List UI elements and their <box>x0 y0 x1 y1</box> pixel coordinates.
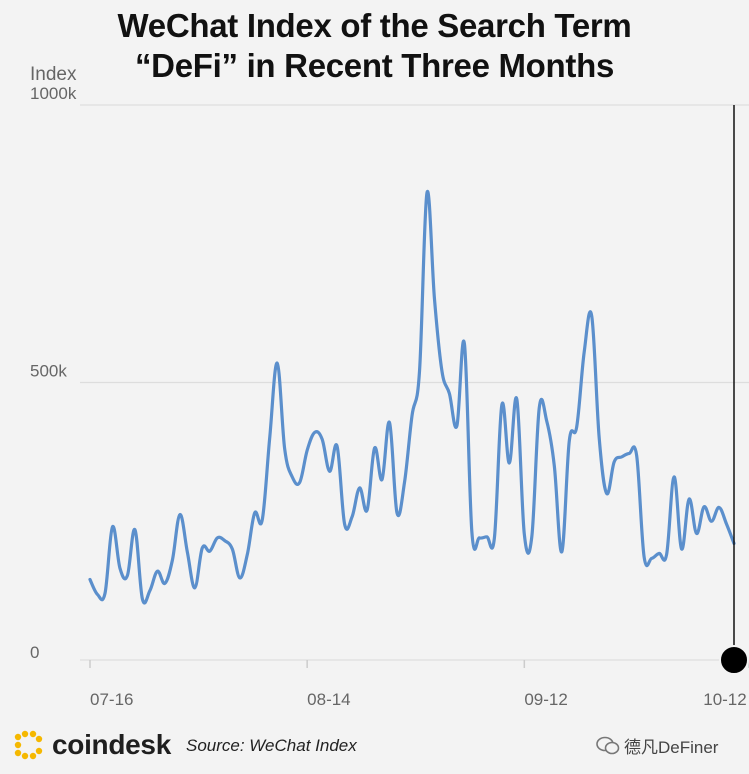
x-axis-ticks: 07-16 08-14 09-12 10-12 <box>89 660 749 709</box>
coindesk-dots-icon <box>14 730 43 760</box>
chart-title: WeChat Index of the Search Term “DeFi” i… <box>0 6 749 86</box>
x-tick-label: 07-16 <box>90 690 133 709</box>
wechat-icon <box>596 736 620 754</box>
hover-cursor-dot[interactable] <box>719 645 749 675</box>
y-tick-label: 1000k <box>30 84 77 103</box>
chart-title-line-1: WeChat Index of the Search Term <box>117 7 632 44</box>
y-tick-label: 0 <box>30 643 39 662</box>
brand-name: coindesk <box>52 729 171 760</box>
y-axis-tick-labels: 0 500k 1000k <box>30 84 77 662</box>
series-line-defi <box>88 189 736 605</box>
coindesk-logo: coindesk <box>12 728 171 762</box>
x-tick-label: 08-14 <box>307 690 350 709</box>
gridlines <box>80 104 749 661</box>
watermark-text: 德凡DeFiner <box>624 738 719 757</box>
y-tick-label: 500k <box>30 362 67 381</box>
x-tick-label: 09-12 <box>524 690 567 709</box>
source-note: Source: WeChat Index <box>186 736 357 755</box>
chart-title-line-2: “DeFi” in Recent Three Months <box>134 47 615 84</box>
y-axis-label: Index <box>30 64 77 85</box>
x-tick-label: 10-12 <box>703 690 746 709</box>
watermark: 德凡DeFiner <box>596 733 718 758</box>
